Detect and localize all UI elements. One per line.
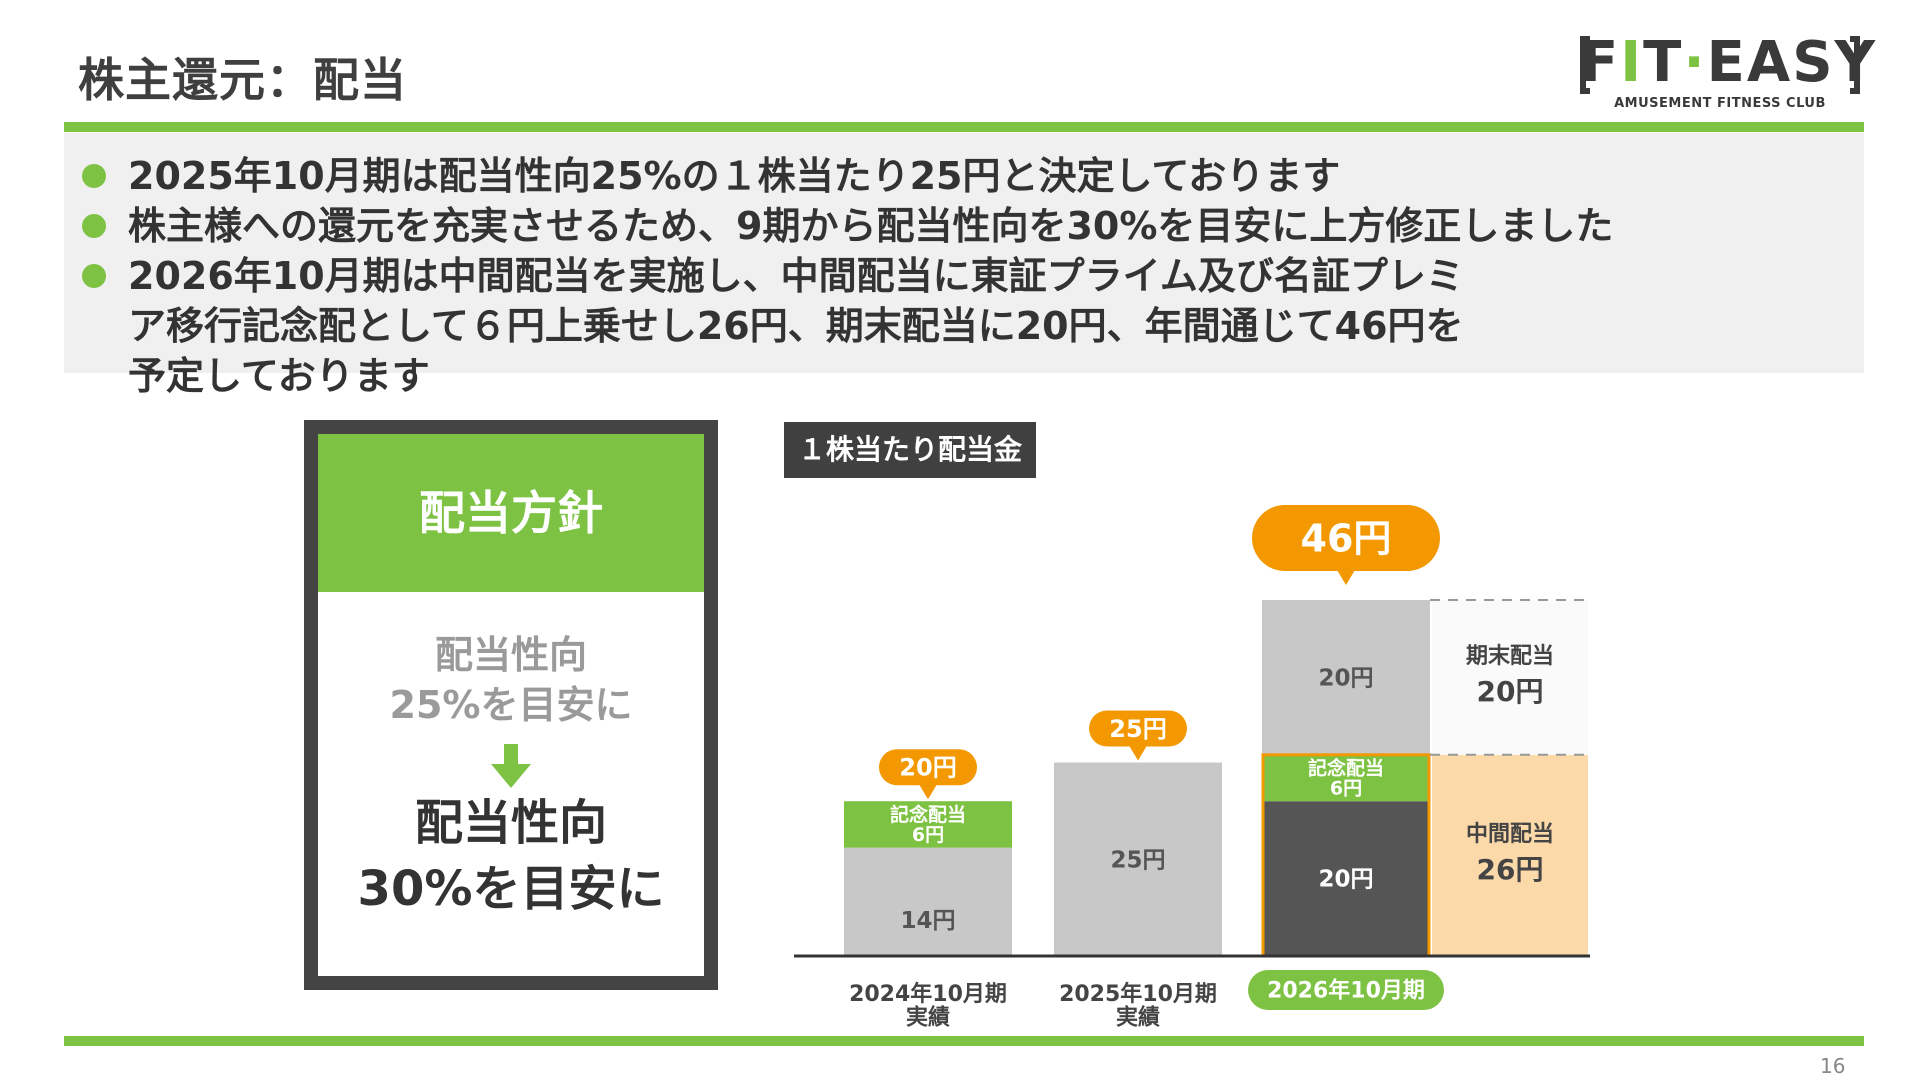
logo-bracket-right [1850, 36, 1860, 94]
policy-after-line1: 配当性向 [414, 795, 607, 851]
bullet-list: 2025年10月期は配当性向25%の１株当たり25円と決定しております 株主様へ… [64, 133, 1864, 398]
interim-value: 26円 [1477, 853, 1544, 886]
bar-segment-label: 25円 [1110, 847, 1165, 873]
dividend-chart: 14円 記念配当 6円 20円 2024年10月期実績 25円 25円 2025年10月期実績… [794, 505, 1590, 1030]
bullet-item: 2026年10月期は中間配当を実施し、中間配当に東証プライム及び名証プレミア移行… [82, 251, 1864, 401]
year-end-label: 期末配当 [1466, 644, 1554, 669]
bar-segment [1054, 762, 1222, 956]
total-callout-pointer [1337, 570, 1355, 585]
chart-label: １株当たり配当金 [784, 422, 1037, 478]
arrow-down-icon [491, 744, 531, 788]
bar-segment-label: 20円 [1318, 665, 1373, 691]
bullet-item: 2025年10月期は配当性向25%の１株当たり25円と決定しております [82, 151, 1864, 201]
total-callout-text: 25円 [1109, 715, 1166, 743]
interim-label: 中間配当 [1466, 822, 1554, 847]
policy-before-line2: 25%を目安に [389, 683, 633, 727]
policy-after-line2: 30%を目安に [357, 861, 665, 917]
category-label: 2025年10月期実績 [1059, 981, 1217, 1030]
total-callout-text: 20円 [899, 754, 956, 782]
interim-panel [1432, 754, 1588, 956]
policy-before-line1: 配当性向 [434, 633, 587, 677]
logo-word: FIT·EASY [1580, 30, 1878, 95]
logo-tagline: AMUSEMENT FITNESS CLUB [1614, 96, 1826, 111]
bullet-dot-icon [82, 214, 106, 238]
year-end-panel [1432, 600, 1588, 755]
page-number: 16 [1820, 1054, 1846, 1078]
bar-segment-label: 記念配当 6円 [1308, 757, 1384, 800]
category-label-shape [1248, 970, 1444, 1010]
bullet-item: 株主様への還元を充実させるため、9期から配当性向を30%を目安に上方修正しました [82, 201, 1864, 251]
dividend-policy-box: 配当方針 配当性向 25%を目安に 配当性向 30%を目安に [304, 420, 718, 990]
total-callout-pointer [919, 784, 937, 800]
policy-before: 配当性向 25%を目安に [318, 630, 704, 730]
total-callout-shape [1252, 505, 1440, 571]
bullet-text: 2026年10月期は中間配当を実施し、中間配当に東証プライム及び名証プレミア移行… [128, 254, 1464, 398]
bar-segment-label: 14円 [900, 908, 955, 934]
bar-segment [1262, 754, 1430, 802]
header-rule [64, 122, 1864, 132]
bullet-text: 株主様への還元を充実させるため、9期から配当性向を30%を目安に上方修正しました [128, 204, 1614, 248]
category-label-text: 2026年10月期 [1267, 978, 1425, 1004]
total-callout-shape [879, 749, 977, 786]
total-callout-pointer [1129, 745, 1147, 761]
category-label [1248, 970, 1444, 1010]
bar-segment-label: 20円 [1318, 867, 1373, 893]
bar-segment [1262, 600, 1430, 755]
bullet-text: 2025年10月期は配当性向25%の１株当たり25円と決定しております [128, 154, 1341, 198]
bullet-dot-icon [82, 164, 106, 188]
bullet-dot-icon [82, 264, 106, 288]
bar-segment [1262, 801, 1430, 956]
total-callout-shape [1089, 710, 1187, 747]
bar-segment [844, 801, 1012, 848]
total-callout-text: 46円 [1301, 516, 1392, 560]
category-label: 2024年10月期実績 [849, 981, 1007, 1030]
bar-segment-label: 記念配当 6円 [890, 803, 966, 846]
bar-segment [844, 847, 1012, 956]
policy-heading: 配当方針 [318, 434, 704, 592]
year-end-value: 20円 [1477, 675, 1544, 708]
footer-rule [64, 1036, 1864, 1046]
policy-after: 配当性向 30%を目安に [318, 790, 704, 922]
total-callout [879, 749, 977, 800]
logo-bracket-left [1580, 36, 1590, 94]
total-callout [1252, 505, 1440, 585]
brand-logo: FIT·EASY AMUSEMENT FITNESS CLUB [1580, 28, 1878, 114]
page-title: 株主還元：配当 [78, 53, 407, 107]
total-callout [1089, 710, 1187, 761]
